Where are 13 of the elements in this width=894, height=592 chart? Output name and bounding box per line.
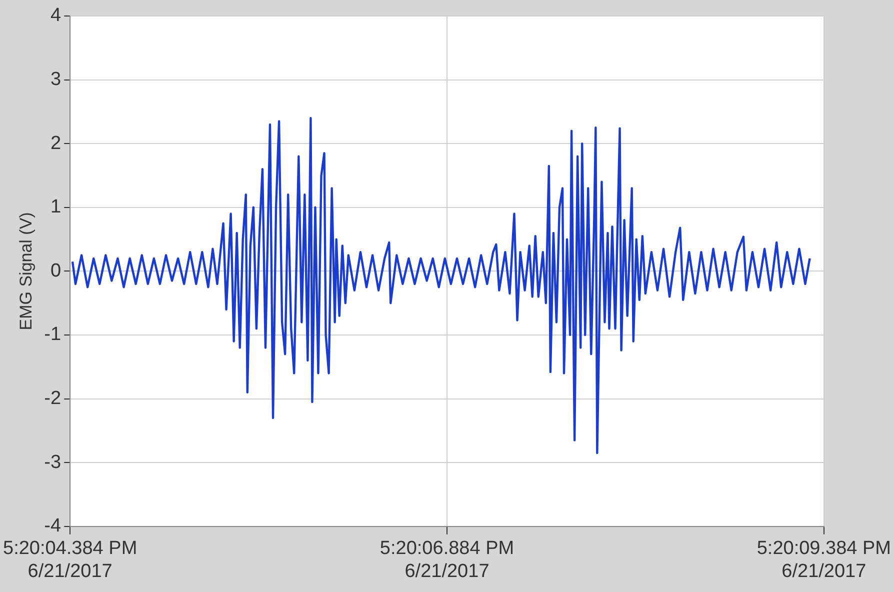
y-tick-label: -4 (44, 516, 62, 537)
y-tick-label: 2 (50, 132, 62, 154)
y-tick-label: -2 (44, 388, 62, 410)
y-tick-label: 3 (50, 69, 62, 90)
y-tick-label: -3 (44, 452, 62, 473)
y-axis-title: EMG Signal (V) (16, 212, 36, 330)
y-tick-label: 1 (50, 196, 62, 218)
y-tick-label: -1 (44, 324, 62, 346)
y-tick-label: 4 (50, 5, 62, 26)
x-tick-label: 5:20:06.884 PM 6/21/2017 (380, 538, 514, 582)
x-tick-label: 5:20:04.384 PM 6/21/2017 (2, 538, 138, 582)
y-tick-label: 0 (50, 260, 62, 282)
x-tick-label: 5:20:09.384 PM 6/21/2017 (756, 538, 892, 582)
